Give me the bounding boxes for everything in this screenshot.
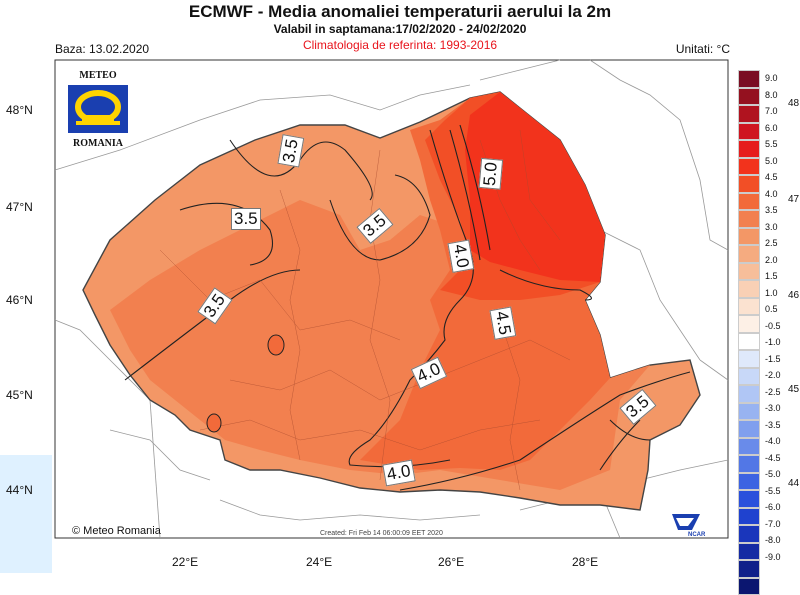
legend-label: 1.0 — [765, 288, 778, 298]
legend-label: -5.0 — [765, 469, 781, 479]
legend-label: 1.5 — [765, 271, 778, 281]
legend-swatch — [738, 403, 760, 421]
map-title: ECMWF - Media anomaliei temperaturii aer… — [0, 2, 800, 22]
logo-bottom-text: ROMANIA — [64, 138, 132, 149]
legend-label: 9.0 — [765, 73, 778, 83]
contour-label: 5.0 — [479, 158, 503, 189]
legend-label: -0.5 — [765, 321, 781, 331]
lon-label-28: 28°E — [572, 555, 598, 569]
legend-swatch — [738, 333, 760, 351]
lat-label-46: 46°N — [6, 293, 33, 307]
created-timestamp: Created: Fri Feb 14 06:00:09 EET 2020 — [320, 530, 443, 537]
legend-swatch — [738, 473, 760, 491]
logo-top-text: METEO — [64, 70, 132, 81]
lon-label-24: 24°E — [306, 555, 332, 569]
legend-swatch — [738, 350, 760, 368]
legend-swatch — [738, 210, 760, 228]
legend-label: 3.0 — [765, 222, 778, 232]
right-lat-label: 45 — [788, 384, 799, 395]
right-lat-label: 44 — [788, 478, 799, 489]
legend-label: -1.5 — [765, 354, 781, 364]
lat-label-47: 47°N — [6, 200, 33, 214]
legend-swatch — [738, 245, 760, 263]
legend-label: -2.0 — [765, 370, 781, 380]
legend-swatch — [738, 105, 760, 123]
units-label: Unitati: °C — [676, 42, 730, 56]
base-date: Baza: 13.02.2020 — [55, 42, 149, 56]
legend-label: -4.0 — [765, 436, 781, 446]
legend-swatch — [738, 88, 760, 106]
legend-swatch — [738, 385, 760, 403]
contour-label: 3.5 — [231, 208, 261, 230]
legend-swatch — [738, 158, 760, 176]
legend-label: 2.0 — [765, 255, 778, 265]
legend-label: 6.0 — [765, 123, 778, 133]
legend-swatch — [738, 368, 760, 386]
legend-swatch — [738, 490, 760, 508]
legend-swatch — [738, 298, 760, 316]
legend-label: -8.0 — [765, 535, 781, 545]
legend-label: 8.0 — [765, 90, 778, 100]
legend-swatch — [738, 70, 760, 88]
legend-swatch — [738, 140, 760, 158]
legend-label: 0.5 — [765, 304, 778, 314]
legend-swatch — [738, 560, 760, 578]
legend-swatch — [738, 508, 760, 526]
legend-label: -7.0 — [765, 519, 781, 529]
legend-swatch — [738, 123, 760, 141]
legend-swatch — [738, 263, 760, 281]
legend-label: 2.5 — [765, 238, 778, 248]
lat-label-45: 45°N — [6, 388, 33, 402]
right-lat-label: 48 — [788, 98, 799, 109]
legend-label: 5.0 — [765, 156, 778, 166]
ncar-text: NCAR — [688, 532, 705, 538]
legend-label: -3.0 — [765, 403, 781, 413]
legend-swatch — [738, 525, 760, 543]
legend-label: -6.0 — [765, 502, 781, 512]
right-lat-label: 47 — [788, 194, 799, 205]
legend-swatch — [738, 420, 760, 438]
ncar-logo — [670, 510, 704, 534]
legend-label: -5.5 — [765, 486, 781, 496]
map-subtitle: Valabil in saptamana:17/02/2020 - 24/02/… — [0, 22, 800, 36]
legend-label: -1.0 — [765, 337, 781, 347]
legend-label: -4.5 — [765, 453, 781, 463]
legend-label: 5.5 — [765, 139, 778, 149]
legend-swatch — [738, 228, 760, 246]
legend-label: 4.5 — [765, 172, 778, 182]
lon-label-22: 22°E — [172, 555, 198, 569]
legend-swatch — [738, 175, 760, 193]
lat-label-44: 44°N — [6, 483, 33, 497]
copyright: © Meteo Romania — [72, 525, 161, 537]
legend-swatch — [738, 280, 760, 298]
legend-label: 3.5 — [765, 205, 778, 215]
lat-label-48: 48°N — [6, 103, 33, 117]
lon-label-26: 26°E — [438, 555, 464, 569]
legend-label: -2.5 — [765, 387, 781, 397]
logo-emblem — [68, 85, 128, 133]
right-lat-label: 46 — [788, 290, 799, 301]
legend-label: 4.0 — [765, 189, 778, 199]
legend-swatch — [738, 438, 760, 456]
legend-swatch — [738, 543, 760, 561]
color-legend — [738, 70, 758, 595]
legend-label: -3.5 — [765, 420, 781, 430]
legend-label: -9.0 — [765, 552, 781, 562]
legend-swatch — [738, 455, 760, 473]
legend-swatch — [738, 315, 760, 333]
legend-swatch — [738, 578, 760, 595]
legend-label: 7.0 — [765, 106, 778, 116]
meteo-romania-logo: METEO ROMANIA — [64, 70, 132, 152]
legend-swatch — [738, 193, 760, 211]
